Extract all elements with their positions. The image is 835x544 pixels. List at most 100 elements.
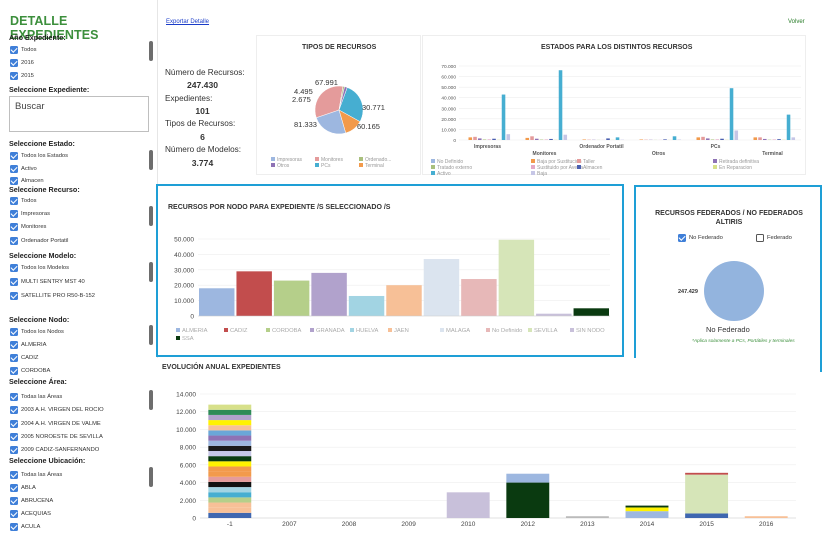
estado-scrollbar[interactable] (149, 150, 153, 170)
checkbox-icon[interactable] (678, 234, 686, 242)
checkbox-icon[interactable] (756, 234, 764, 242)
estado-option[interactable]: Activo (10, 164, 37, 174)
checkbox-icon[interactable] (10, 72, 18, 80)
checkbox-icon[interactable] (10, 177, 18, 185)
legend-label: Impresoras (277, 157, 303, 163)
expediente-search-input[interactable]: Buscar (9, 96, 149, 132)
year-option[interactable]: 2015 (10, 71, 34, 81)
legend-swatch (359, 157, 363, 161)
checkbox-icon[interactable] (10, 393, 18, 401)
checkbox-icon[interactable] (10, 59, 18, 67)
checkbox-icon[interactable] (10, 278, 18, 286)
legend-label: HUELVA (356, 328, 378, 334)
federados-slice-label: No Federado (706, 325, 750, 334)
legend-swatch (528, 328, 532, 332)
recurso-scrollbar[interactable] (149, 206, 153, 226)
area-option[interactable]: 2005 NOROESTE DE SEVILLA (10, 432, 103, 442)
legend-label: GRANADA (316, 328, 345, 334)
checkbox-icon[interactable] (10, 237, 18, 245)
modelo-scrollbar[interactable] (149, 262, 153, 282)
year-scrollbar[interactable] (149, 41, 153, 61)
estado-bar (734, 130, 739, 140)
estado-option[interactable]: Todos los Estados (10, 151, 68, 161)
area-scrollbar[interactable] (149, 390, 153, 410)
legend-swatch (431, 159, 435, 163)
legend-label: Monitores (321, 157, 343, 163)
area-option[interactable]: Todas las Áreas (10, 392, 62, 402)
modelo-option[interactable]: MULTI SENTRY MST 40 (10, 277, 85, 287)
checkbox-icon[interactable] (10, 292, 18, 300)
checkbox-icon[interactable] (10, 197, 18, 205)
recurso-option[interactable]: Todos (10, 196, 36, 206)
checkbox-icon[interactable] (10, 210, 18, 218)
area-option[interactable]: 2004 A.H. VIRGEN DE VALME (10, 419, 101, 429)
checkbox-icon[interactable] (10, 406, 18, 414)
legend-swatch (266, 328, 270, 332)
estado-bar (777, 139, 781, 140)
ubicacion-option[interactable]: Todas las Áreas (10, 470, 62, 480)
year-option[interactable]: 2016 (10, 58, 34, 68)
checkbox-icon[interactable] (10, 354, 18, 362)
evolucion-bar-segment (208, 461, 252, 467)
ubicacion-option[interactable]: ABLA (10, 483, 36, 493)
y-tick-label: 10.000 (176, 427, 196, 434)
year-option[interactable]: Todos (10, 45, 36, 55)
checkbox-icon[interactable] (10, 165, 18, 173)
ubicacion-option[interactable]: ACEQUIAS (10, 509, 51, 519)
back-link[interactable]: Volver (788, 19, 805, 25)
checkbox-icon[interactable] (10, 328, 18, 336)
legend-label: ALMERIA (182, 328, 208, 334)
estados-recursos-chart: 0 10.000 20.000 30.000 40.000 50.000 60.000 70.… (431, 64, 801, 176)
nodo-option[interactable]: Todos los Nodos (10, 327, 64, 337)
pie-value-label: 81.333 (294, 120, 317, 129)
checkbox-icon[interactable] (10, 497, 18, 505)
no-federado-checkbox[interactable]: No Federado (678, 233, 723, 243)
nodo-option[interactable]: CORDOBA (10, 366, 50, 376)
federado-checkbox[interactable]: Federado (756, 233, 792, 243)
nodo-option[interactable]: ALMERIA (10, 340, 46, 350)
checkbox-icon[interactable] (10, 471, 18, 479)
y-tick-label: 30.000 (174, 267, 194, 274)
checkbox-icon[interactable] (10, 484, 18, 492)
modelo-option[interactable]: SATELLITE PRO R50-B-152 (10, 291, 95, 301)
checkbox-icon[interactable] (10, 367, 18, 375)
nodo-bar (573, 308, 609, 316)
checkbox-icon[interactable] (10, 223, 18, 231)
modelo-option[interactable]: Todos los Modelos (10, 263, 69, 273)
ubicacion-option[interactable]: ACULA (10, 522, 40, 532)
nodo-scrollbar[interactable] (149, 325, 153, 345)
checkbox-icon[interactable] (10, 341, 18, 349)
nodo-option[interactable]: CADIZ (10, 353, 38, 363)
legend-swatch (531, 171, 535, 175)
evolucion-bar-segment (685, 513, 729, 518)
nodo-bar (386, 285, 422, 316)
estado-bar (478, 138, 482, 140)
estado-bar (786, 114, 791, 140)
recurso-option[interactable]: Monitores (10, 222, 46, 232)
checkbox-icon[interactable] (10, 510, 18, 518)
y-tick-label: 6.000 (180, 462, 197, 469)
recurso-option[interactable]: Ordenador Portatil (10, 236, 68, 246)
checkbox-icon[interactable] (10, 264, 18, 272)
ubicacion-option[interactable]: ABRUCENA (10, 496, 53, 506)
evolucion-bar-segment (506, 473, 550, 483)
recurso-option[interactable]: Impresoras (10, 209, 50, 219)
ubicacion-scrollbar[interactable] (149, 467, 153, 487)
checkbox-icon[interactable] (10, 152, 18, 160)
checkbox-icon[interactable] (10, 420, 18, 428)
checkbox-icon[interactable] (10, 46, 18, 54)
evolucion-bar-segment (208, 435, 252, 441)
area-option[interactable]: 2009 CADIZ-SANFERNANDO (10, 445, 99, 455)
pie-slice (338, 86, 348, 111)
evolucion-bar-segment (208, 451, 252, 457)
checkbox-icon[interactable] (10, 446, 18, 454)
estado-option[interactable]: Almacen (10, 176, 44, 186)
checkbox-icon[interactable] (10, 523, 18, 531)
pie-slice (315, 109, 347, 135)
checkbox-icon[interactable] (10, 433, 18, 441)
export-detail-link[interactable]: Exportar Detalle (166, 19, 210, 25)
recursos-nodo-title: RECURSOS POR NODO PARA EXPEDIENTE /S SEL… (168, 204, 391, 211)
estado-bar (639, 139, 644, 140)
legend-swatch (713, 165, 717, 169)
area-option[interactable]: 2003 A.H. VIRGEN DEL ROCIO (10, 405, 104, 415)
